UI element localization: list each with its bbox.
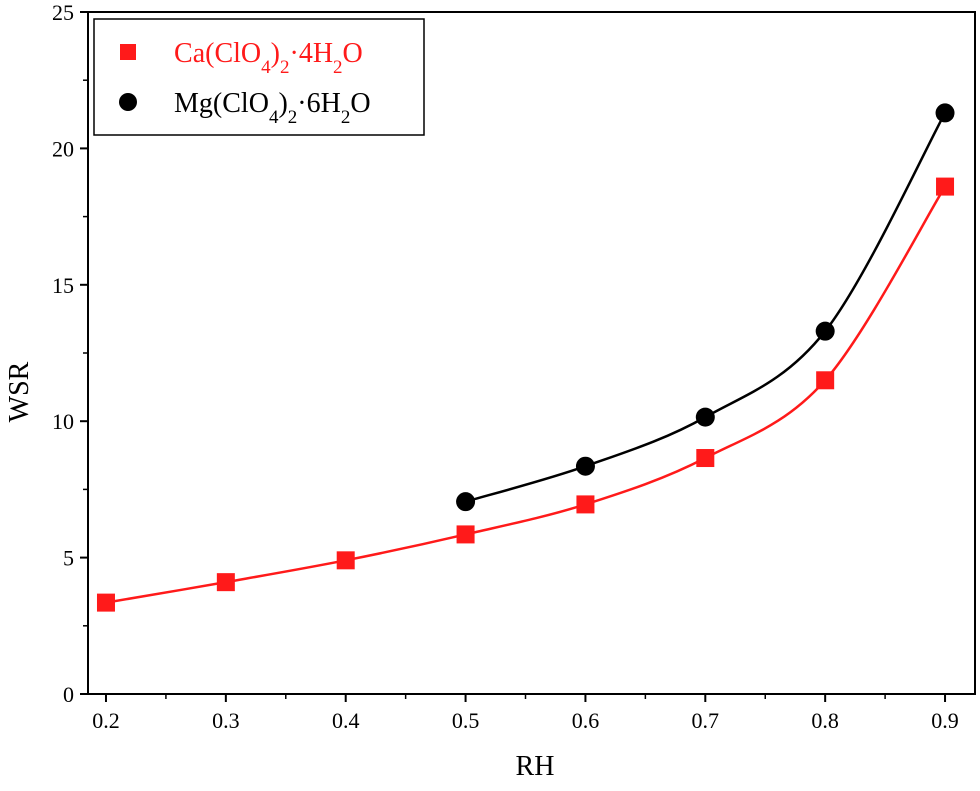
ca-series-point xyxy=(216,573,235,592)
legend: Ca(ClO4)2·4H2O Mg(ClO4)2·6H2O xyxy=(93,18,425,136)
y-tick-label: 0 xyxy=(63,682,74,707)
ca-series-point xyxy=(696,449,715,468)
x-tick-label: 0.2 xyxy=(92,708,120,733)
ca-series-point xyxy=(96,593,115,612)
legend-label-ca: Ca(ClO4)2·4H2O xyxy=(174,38,363,78)
ca-series-point xyxy=(336,551,355,570)
ca-series-point xyxy=(456,525,475,544)
legend-label-mg: Mg(ClO4)2·6H2O xyxy=(174,88,371,128)
y-tick-label: 25 xyxy=(52,0,74,25)
x-tick-label: 0.9 xyxy=(931,708,959,733)
mg-series-fit-line xyxy=(465,112,947,503)
x-tick-label: 0.4 xyxy=(332,708,360,733)
legend-square-icon xyxy=(120,44,136,60)
ca-series-fit-line xyxy=(105,185,947,604)
plot-area xyxy=(96,103,955,612)
x-tick-label: 0.7 xyxy=(692,708,720,733)
legend-box xyxy=(93,18,425,136)
mg-series-point xyxy=(456,492,476,512)
mg-series-point xyxy=(695,407,715,427)
x-tick-label: 0.5 xyxy=(452,708,480,733)
x-tick-label: 0.3 xyxy=(212,708,240,733)
y-tick-label: 10 xyxy=(52,409,74,434)
mg-series-point xyxy=(935,103,955,123)
ca-series-point xyxy=(816,371,835,390)
x-axis-title: RH xyxy=(516,751,555,782)
x-tick-label: 0.6 xyxy=(572,708,600,733)
mg-series-point xyxy=(815,321,835,341)
axes: 0.2 0.3 0.4 0.5 0.6 0.7 0.8 0.9 0 5 10 15 20 25 xyxy=(52,0,976,733)
ca-series-point xyxy=(936,177,955,196)
y-tick-label: 20 xyxy=(52,136,74,161)
y-tick-label: 15 xyxy=(52,273,74,298)
y-axis-title: WSR xyxy=(4,361,35,422)
mg-series-point xyxy=(575,456,595,476)
legend-circle-icon xyxy=(119,93,137,111)
x-tick-label: 0.8 xyxy=(811,708,839,733)
y-tick-label: 5 xyxy=(63,546,74,571)
ca-series-point xyxy=(576,495,595,514)
